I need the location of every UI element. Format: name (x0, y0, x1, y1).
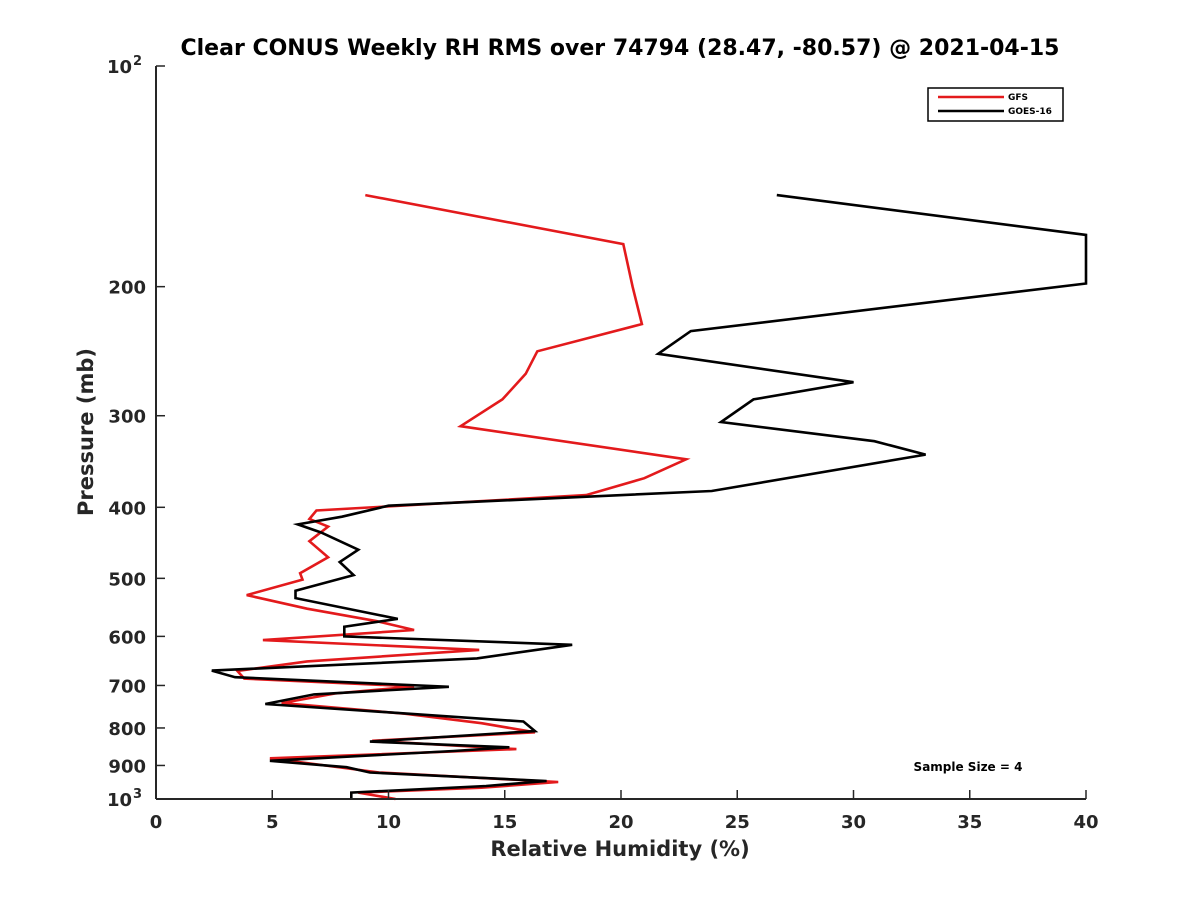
y-tick-label: 10 (107, 790, 132, 811)
x-tick-label: 10 (376, 812, 401, 833)
y-tick-label: 200 (108, 278, 146, 299)
x-tick-label: 0 (150, 812, 163, 833)
x-tick-label: 25 (725, 812, 750, 833)
y-axis-label: Pressure (mb) (74, 348, 98, 516)
y-tick-exponent: 3 (133, 787, 142, 802)
series-line-gfs (234, 193, 691, 801)
series-line-goes-16 (211, 193, 1088, 799)
chart-title: Clear CONUS Weekly RH RMS over 74794 (28… (181, 36, 1060, 61)
x-tick-label: 30 (841, 812, 866, 833)
y-tick-label: 400 (108, 498, 146, 519)
y-tick-label: 10 (107, 57, 132, 78)
y-tick-label: 900 (108, 756, 146, 777)
legend-label: GOES-16 (1008, 107, 1052, 117)
x-tick-label: 40 (1073, 812, 1098, 833)
x-tick-label: 15 (492, 812, 517, 833)
x-tick-label: 35 (957, 812, 982, 833)
y-tick-label: 800 (108, 719, 146, 740)
x-tick-label: 5 (266, 812, 279, 833)
x-axis-label: Relative Humidity (%) (490, 837, 749, 861)
sample-size-annotation: Sample Size = 4 (914, 760, 1023, 774)
x-tick-label: 20 (608, 812, 633, 833)
y-tick-exponent: 2 (133, 54, 142, 69)
legend-box (927, 87, 1064, 122)
y-tick-label: 500 (108, 569, 146, 590)
y-tick-label: 700 (108, 676, 146, 697)
legend-label: GFS (1008, 93, 1028, 103)
legend: GFS GOES-16 (927, 87, 1064, 122)
y-tick-label: 300 (108, 407, 146, 428)
y-tick-label: 600 (108, 627, 146, 648)
